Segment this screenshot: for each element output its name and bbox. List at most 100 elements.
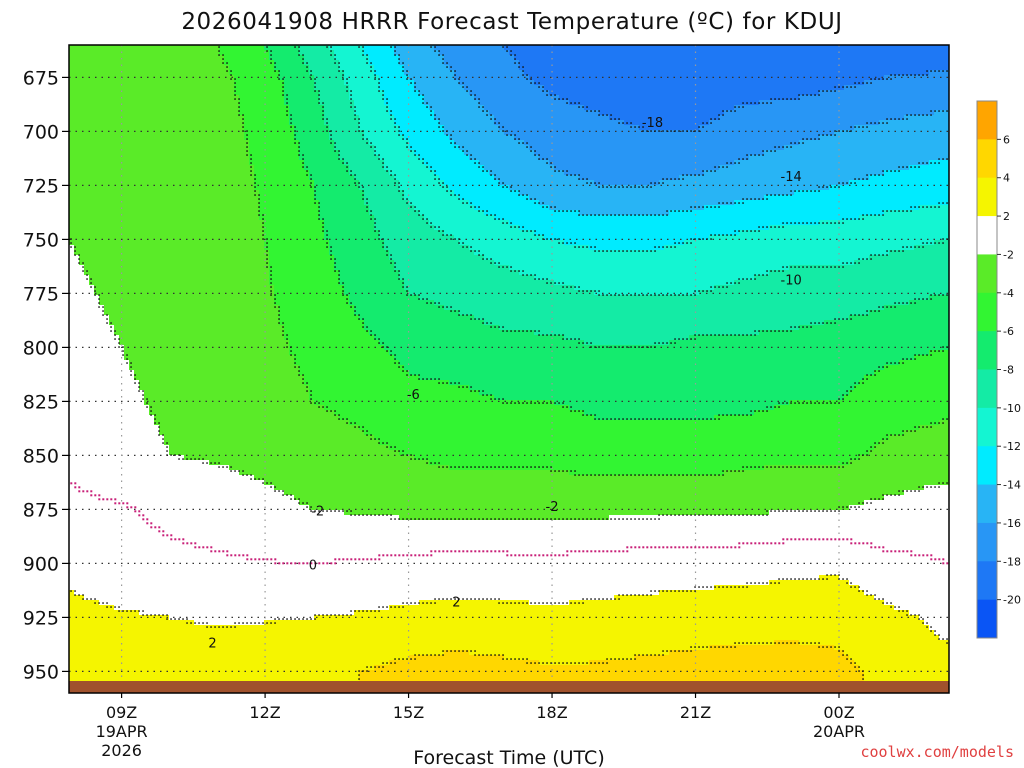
contour-cell bbox=[544, 50, 550, 56]
contour-cell bbox=[854, 120, 860, 126]
contour-cell bbox=[844, 50, 850, 56]
contour-cell bbox=[359, 135, 365, 141]
contour-cell bbox=[794, 115, 800, 121]
contour-cell bbox=[254, 50, 260, 56]
contour-cell bbox=[294, 95, 300, 101]
contour-cell bbox=[899, 100, 905, 106]
contour-cell bbox=[709, 135, 715, 141]
contour-cell bbox=[664, 85, 670, 91]
contour-cell bbox=[729, 70, 735, 76]
contour-cell bbox=[939, 165, 945, 171]
contour-cell bbox=[924, 180, 930, 186]
contour-cell bbox=[109, 75, 115, 81]
contour-cell bbox=[214, 105, 220, 111]
contour-cell bbox=[69, 60, 75, 66]
contour-cell bbox=[539, 145, 545, 151]
contour-cell bbox=[709, 60, 715, 66]
contour-cell bbox=[379, 175, 385, 181]
contour-cell bbox=[469, 95, 475, 101]
contour-cell bbox=[179, 95, 185, 101]
contour-cell bbox=[679, 95, 685, 101]
contour-cell bbox=[724, 155, 730, 161]
contour-cell bbox=[244, 70, 250, 76]
contour-cell bbox=[219, 165, 225, 171]
contour-cell bbox=[224, 80, 230, 86]
contour-cell bbox=[424, 120, 430, 126]
contour-cell bbox=[214, 80, 220, 86]
contour-cell bbox=[339, 105, 345, 111]
contour-cell bbox=[329, 70, 335, 76]
contour-cell bbox=[299, 65, 305, 71]
contour-cell bbox=[284, 115, 290, 121]
contour-cell bbox=[539, 165, 545, 171]
contour-cell bbox=[99, 45, 105, 51]
contour-cell bbox=[384, 135, 390, 141]
contour-cell bbox=[399, 180, 405, 186]
contour-cell bbox=[114, 140, 120, 146]
contour-cell bbox=[794, 140, 800, 146]
contour-cell bbox=[329, 105, 335, 111]
contour-cell bbox=[464, 65, 470, 71]
contour-cell bbox=[854, 165, 860, 171]
contour-cell bbox=[579, 70, 585, 76]
contour-cell bbox=[129, 100, 135, 106]
contour-cell bbox=[779, 180, 785, 186]
contour-cell bbox=[829, 145, 835, 151]
contour-cell bbox=[664, 125, 670, 131]
contour-cell bbox=[344, 130, 350, 136]
contour-cell bbox=[829, 55, 835, 61]
contour-cell bbox=[684, 130, 690, 136]
contour-cell bbox=[489, 100, 495, 106]
contour-cell bbox=[69, 130, 75, 136]
contour-cell bbox=[604, 145, 610, 151]
contour-cell bbox=[354, 175, 360, 181]
contour-cell bbox=[684, 55, 690, 61]
contour-cell bbox=[859, 130, 865, 136]
contour-cell bbox=[894, 75, 900, 81]
contour-cell bbox=[519, 160, 525, 166]
contour-cell bbox=[544, 80, 550, 86]
contour-cell bbox=[329, 170, 335, 176]
contour-cell bbox=[714, 50, 720, 56]
contour-cell bbox=[194, 85, 200, 91]
contour-cell bbox=[834, 155, 840, 161]
contour-cell bbox=[509, 100, 515, 106]
contour-cell bbox=[549, 145, 555, 151]
contour-cell bbox=[144, 180, 150, 186]
contour-cell bbox=[99, 165, 105, 171]
contour-cell bbox=[259, 70, 265, 76]
contour-cell bbox=[249, 135, 255, 141]
contour-cell bbox=[564, 175, 570, 181]
contour-cell bbox=[574, 165, 580, 171]
contour-cell bbox=[369, 125, 375, 131]
contour-cell bbox=[364, 175, 370, 181]
contour-cell bbox=[744, 55, 750, 61]
contour-cell bbox=[439, 80, 445, 86]
contour-cell bbox=[854, 45, 860, 51]
contour-cell bbox=[519, 165, 525, 171]
contour-cell bbox=[199, 165, 205, 171]
contour-cell bbox=[154, 175, 160, 181]
contour-cell bbox=[184, 165, 190, 171]
contour-cell bbox=[109, 140, 115, 146]
contour-cell bbox=[659, 80, 665, 86]
contour-cell bbox=[644, 135, 650, 141]
contour-cell bbox=[294, 50, 300, 56]
contour-cell bbox=[834, 85, 840, 91]
contour-cell bbox=[144, 65, 150, 71]
contour-cell bbox=[499, 180, 505, 186]
contour-cell bbox=[444, 105, 450, 111]
contour-cell bbox=[104, 55, 110, 61]
contour-cell bbox=[249, 110, 255, 116]
contour-cell bbox=[719, 180, 725, 186]
contour-cell bbox=[134, 130, 140, 136]
contour-cell bbox=[504, 150, 510, 156]
contour-cell bbox=[284, 185, 290, 191]
contour-cell bbox=[464, 160, 470, 166]
contour-cell bbox=[349, 145, 355, 151]
contour-cell bbox=[889, 55, 895, 61]
contour-cell bbox=[164, 180, 170, 186]
contour-cell bbox=[419, 125, 425, 131]
contour-cell bbox=[124, 100, 130, 106]
contour-cell bbox=[234, 140, 240, 146]
